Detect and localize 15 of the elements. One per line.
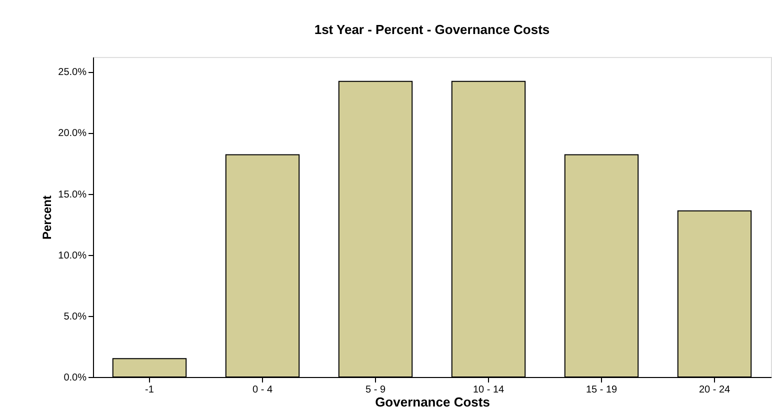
x-tick-label: 15 - 19 bbox=[586, 384, 618, 396]
y-tick-label: 10.0% bbox=[58, 250, 87, 262]
y-tick-label: 5.0% bbox=[64, 311, 87, 322]
y-axis-title: Percent bbox=[40, 195, 54, 240]
y-tick-label: 0.0% bbox=[64, 372, 87, 384]
y-tick-label: 15.0% bbox=[58, 189, 87, 200]
y-tick-label: 20.0% bbox=[58, 128, 87, 140]
x-tick-label: -1 bbox=[145, 384, 154, 396]
chart-title: 1st Year - Percent - Governance Costs bbox=[314, 22, 550, 37]
x-tick-label: 5 - 9 bbox=[365, 384, 386, 396]
y-tick-label: 25.0% bbox=[58, 67, 87, 78]
x-tick-label: 10 - 14 bbox=[472, 384, 504, 396]
x-tick-label: 0 - 4 bbox=[252, 384, 273, 396]
x-axis-title: Governance Costs bbox=[375, 394, 490, 410]
x-tick-label: 20 - 24 bbox=[698, 384, 730, 396]
